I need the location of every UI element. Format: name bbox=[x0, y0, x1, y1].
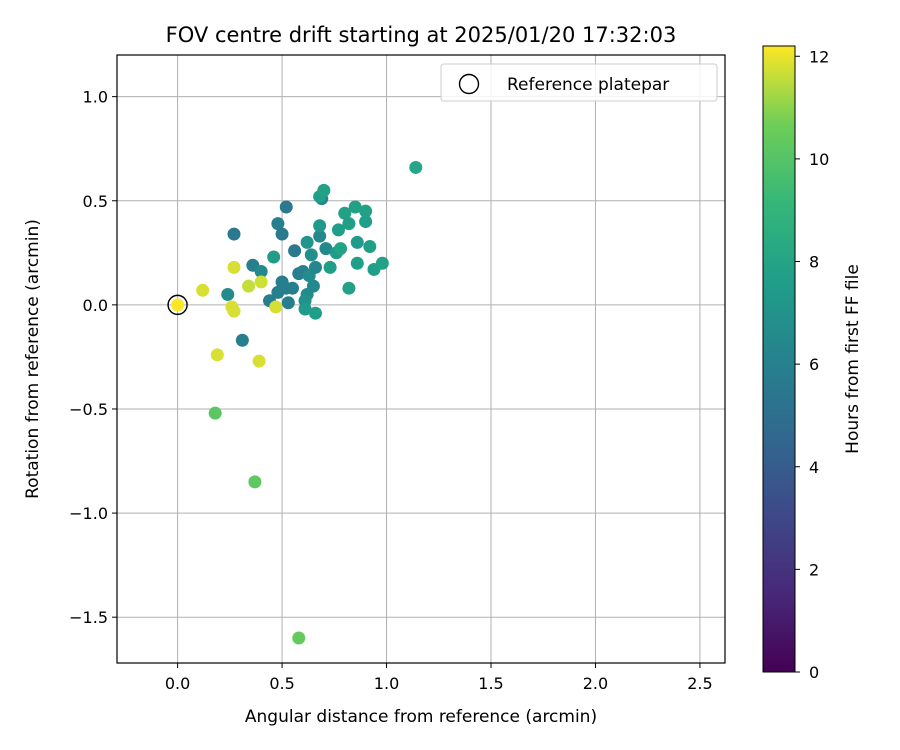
x-tick-label: 1.5 bbox=[478, 674, 503, 693]
scatter-point bbox=[331, 223, 345, 237]
scatter-point bbox=[286, 281, 300, 295]
y-tick-label: 0.5 bbox=[83, 192, 108, 211]
scatter-point bbox=[292, 631, 306, 645]
colorbar-tick-label: 4 bbox=[809, 458, 819, 477]
scatter-point bbox=[304, 248, 318, 262]
y-tick-label: 1.0 bbox=[83, 88, 108, 107]
colorbar-label: Hours from first FF file bbox=[843, 264, 863, 454]
scatter-point bbox=[350, 235, 364, 249]
scatter-point bbox=[298, 302, 312, 316]
scatter-point bbox=[338, 206, 352, 220]
scatter-points bbox=[196, 160, 423, 645]
scatter-point bbox=[254, 265, 268, 279]
y-axis-label: Rotation from reference (arcmin) bbox=[23, 219, 43, 499]
colorbar-ticks: 0 2 4 6 8 10 12 bbox=[795, 47, 829, 682]
scatter-point bbox=[342, 217, 356, 231]
legend-marker-reference bbox=[458, 73, 480, 95]
reference-marker bbox=[167, 294, 188, 316]
scatter-point bbox=[221, 287, 235, 301]
scatter-point bbox=[334, 242, 348, 256]
reference-point-ring bbox=[167, 294, 188, 316]
reference-point-fill bbox=[171, 298, 185, 312]
x-tick-label: 0.5 bbox=[269, 674, 294, 693]
x-axis-ticks: 0.0 0.5 1.0 1.5 2.0 2.5 bbox=[165, 663, 713, 693]
x-tick-label: 1.0 bbox=[374, 674, 399, 693]
scatter-point bbox=[271, 217, 285, 231]
scatter-point bbox=[210, 348, 224, 362]
colorbar-tick-label: 2 bbox=[809, 560, 819, 579]
x-tick-label: 2.0 bbox=[583, 674, 608, 693]
scatter-point bbox=[269, 300, 283, 314]
chart-title: FOV centre drift starting at 2025/01/20 … bbox=[166, 23, 677, 47]
scatter-point bbox=[281, 296, 295, 310]
scatter-point bbox=[208, 406, 222, 420]
scatter-point bbox=[317, 183, 331, 197]
scatter-point bbox=[252, 354, 266, 368]
scatter-point bbox=[363, 240, 377, 254]
scatter-point bbox=[306, 279, 320, 293]
colorbar-tick-label: 8 bbox=[809, 253, 819, 272]
scatter-point bbox=[342, 281, 356, 295]
y-tick-label: −1.0 bbox=[69, 504, 108, 523]
scatter-point bbox=[227, 227, 241, 241]
scatter-point bbox=[350, 256, 364, 270]
x-tick-label: 2.5 bbox=[687, 674, 712, 693]
scatter-point bbox=[279, 200, 293, 214]
scatter-point bbox=[308, 306, 322, 320]
scatter-point bbox=[313, 229, 327, 243]
scatter-point bbox=[235, 333, 249, 347]
scatter-point bbox=[359, 204, 373, 218]
colorbar-gradient bbox=[762, 45, 796, 673]
scatter-point bbox=[323, 260, 337, 274]
scatter-point bbox=[275, 227, 289, 241]
scatter-point bbox=[313, 219, 327, 233]
y-tick-label: −1.5 bbox=[69, 608, 108, 627]
legend-label-reference: Reference platepar bbox=[507, 75, 669, 95]
grid bbox=[117, 55, 725, 663]
scatter-point bbox=[227, 304, 241, 318]
plot-frame bbox=[116, 54, 726, 664]
scatter-point bbox=[242, 279, 256, 293]
scatter-point bbox=[267, 250, 281, 264]
scatter-point bbox=[254, 275, 268, 289]
scatter-point bbox=[227, 260, 241, 274]
colorbar-tick-label: 0 bbox=[809, 663, 819, 682]
scatter-point bbox=[248, 475, 262, 489]
scatter-point bbox=[319, 242, 333, 256]
scatter-point bbox=[300, 235, 314, 249]
x-tick-label: 0.0 bbox=[165, 674, 190, 693]
scatter-point bbox=[196, 283, 210, 297]
scatter-point bbox=[409, 160, 423, 174]
colorbar-tick-label: 6 bbox=[809, 355, 819, 374]
colorbar: 0 2 4 6 8 10 12 Hours from first FF file bbox=[762, 45, 863, 682]
scatter-point bbox=[359, 215, 373, 229]
scatter-point bbox=[375, 256, 389, 270]
y-tick-label: 0.0 bbox=[83, 296, 108, 315]
y-tick-label: −0.5 bbox=[69, 400, 108, 419]
scatter-point bbox=[288, 244, 302, 258]
y-axis-ticks: −1.5 −1.0 −0.5 0.0 0.5 1.0 bbox=[69, 88, 117, 627]
colorbar-tick-label: 12 bbox=[809, 47, 829, 66]
legend: Reference platepar bbox=[440, 63, 718, 102]
colorbar-tick-label: 10 bbox=[809, 150, 829, 169]
scatter-point bbox=[348, 200, 362, 214]
legend-box bbox=[440, 63, 718, 102]
x-axis-label: Angular distance from reference (arcmin) bbox=[245, 707, 597, 727]
scatter-point bbox=[308, 260, 322, 274]
